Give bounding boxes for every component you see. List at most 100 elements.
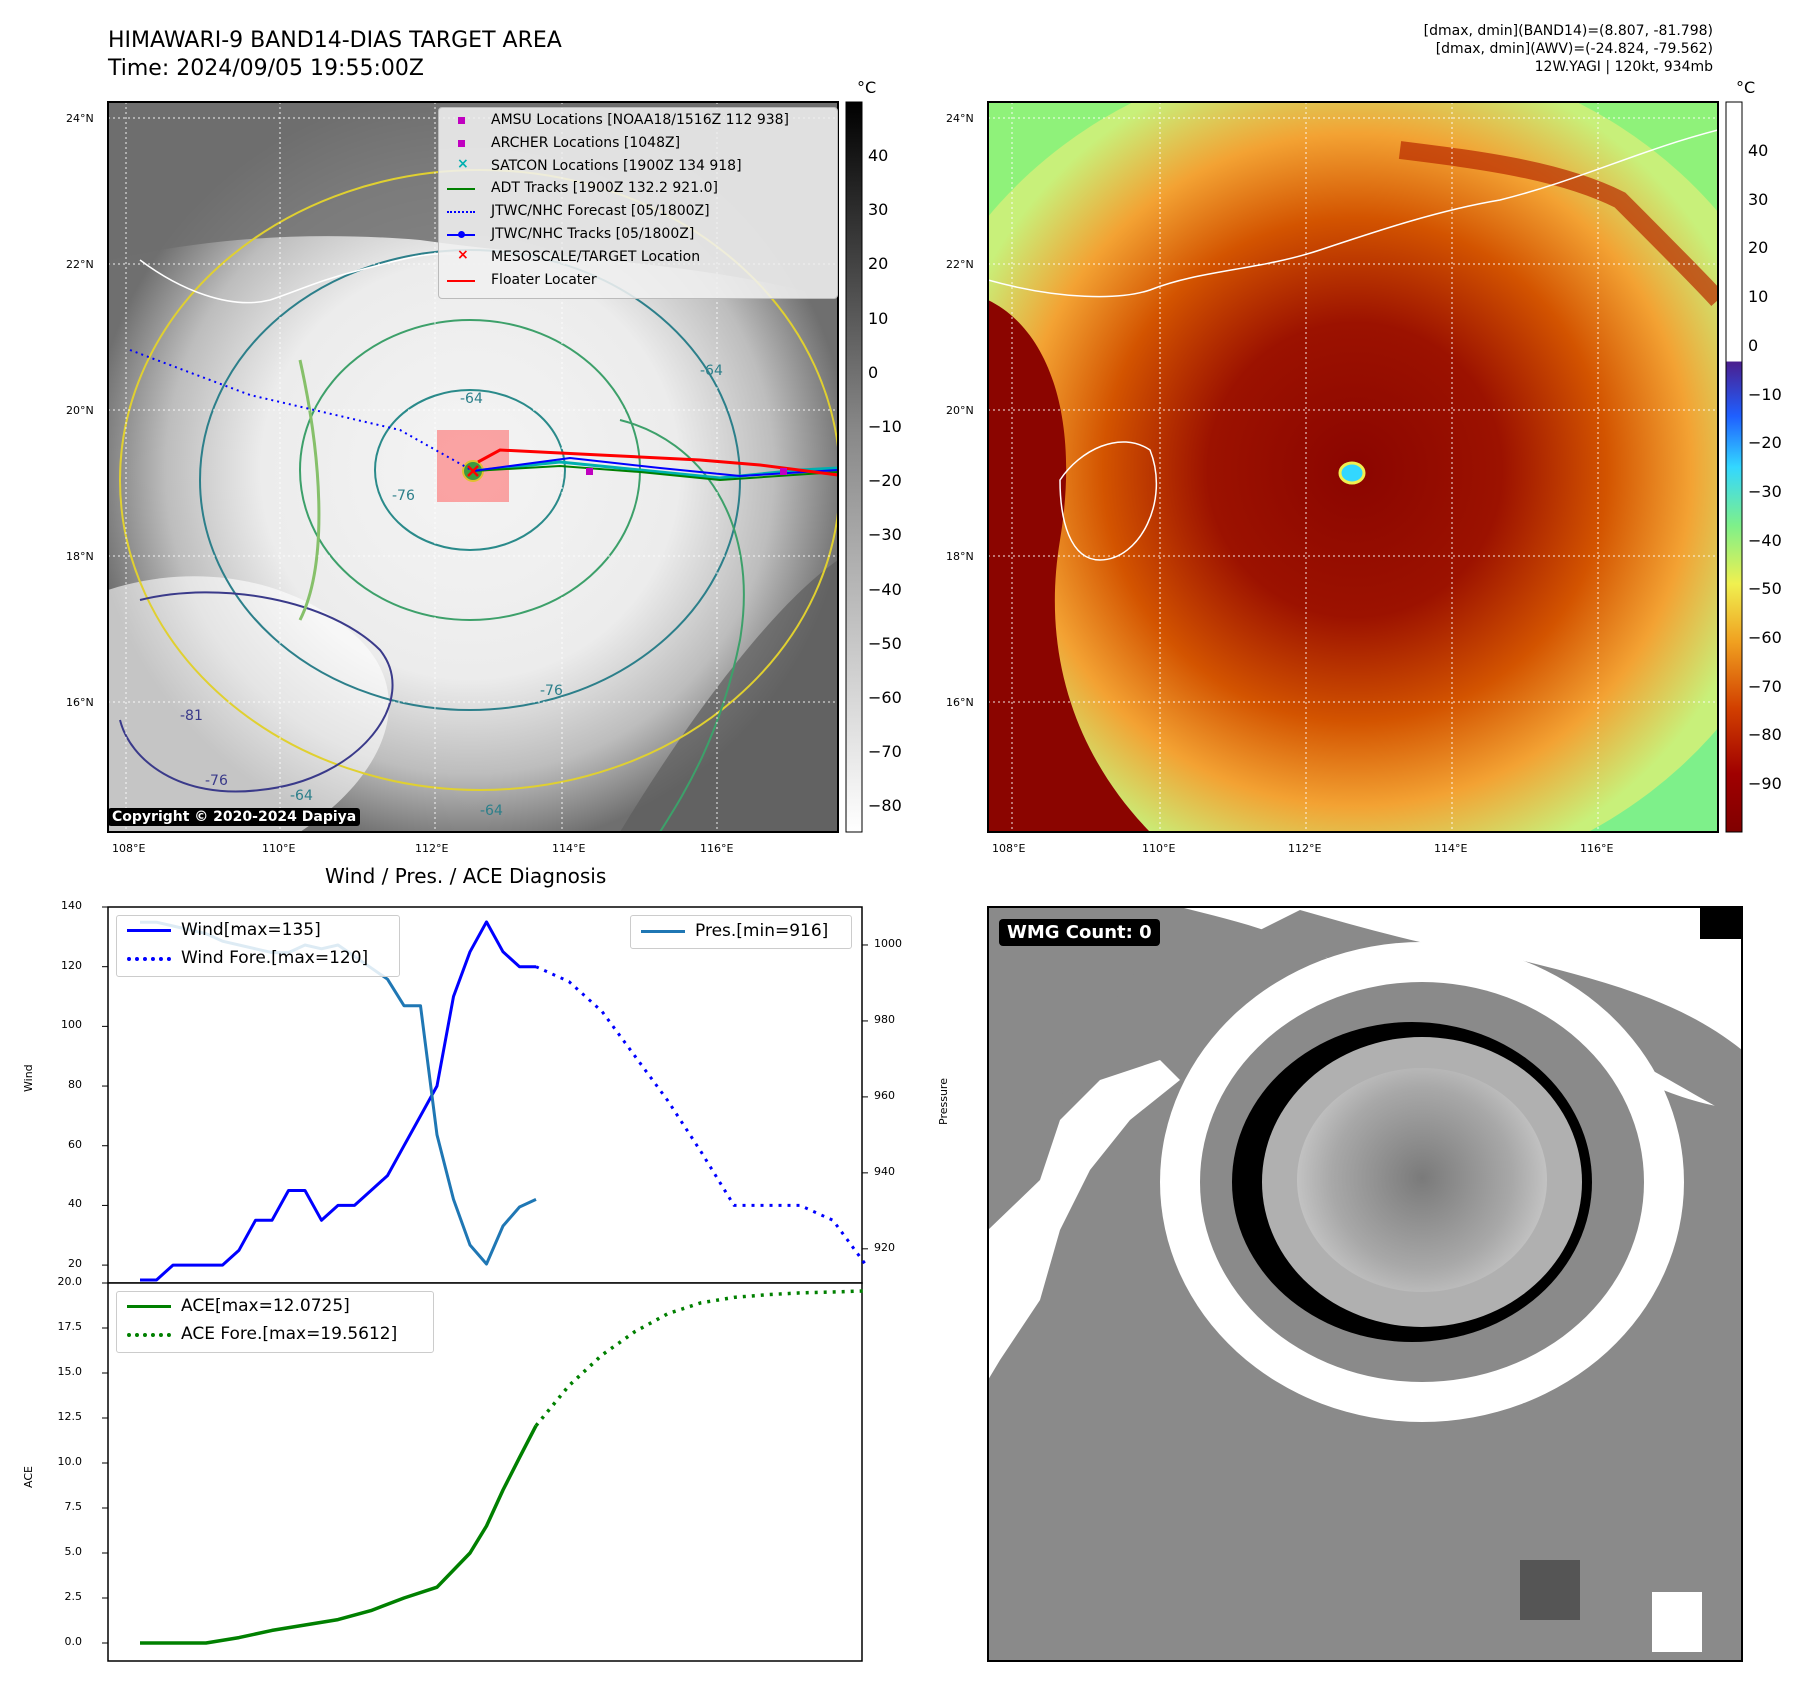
wmg-pixel-patch [1520, 1560, 1580, 1620]
awv-colorbar [1725, 101, 1743, 833]
ir-colorbar-tick-label: −80 [868, 796, 902, 816]
legend-label: JTWC/NHC Forecast [05/1800Z] [491, 203, 710, 220]
lon-label-110e: 110°E [1142, 842, 1176, 855]
ir-colorbar-tick-label: −60 [868, 688, 902, 707]
figure-title: HIMAWARI-9 BAND14-DIAS TARGET AREA [108, 28, 562, 53]
legend-label: ACE[max=12.0725] [181, 1296, 350, 1316]
pressure-axis-label: Pressure [937, 1078, 950, 1125]
lon-label-112e: 112°E [415, 842, 449, 855]
lon-label-108e: 108°E [992, 842, 1026, 855]
ir-colorbar-tick-label: 0 [868, 362, 879, 382]
ace-tick-label: 7.5 [64, 1500, 83, 1513]
ace-ticks [102, 1282, 108, 1644]
legend-entry-jtwc-tracks: JTWC/NHC Tracks [05/1800Z] [439, 224, 837, 247]
wmg-pixel-patch [1700, 907, 1742, 939]
legend-line-marker [127, 929, 171, 932]
pressure-legend: Pres.[min=916] [630, 915, 852, 949]
legend-line-marker [641, 930, 685, 933]
ace-tick-label: 20.0 [57, 1275, 83, 1288]
wmg-count-badge: WMG Count: 0 [999, 919, 1160, 946]
lat-label-22n: 22°N [946, 258, 974, 271]
awv-colorbar-tick-label: −40 [1748, 530, 1782, 550]
lon-label-110e: 110°E [262, 842, 296, 855]
ir-colorbar-tick-label: −10 [868, 417, 902, 436]
contour-label: -76 [392, 488, 415, 504]
awv-colorbar-unit: °C [1736, 78, 1756, 97]
awv-dry-band [1398, 141, 1718, 307]
archer-location-marker [586, 468, 593, 475]
contour-line [298, 359, 321, 621]
diagnosis-title: Wind / Pres. / ACE Diagnosis [325, 864, 607, 888]
legend-label: Pres.[min=916] [695, 921, 829, 941]
wind-tick-label: 120 [61, 958, 82, 972]
coastline [988, 129, 1718, 298]
ace-legend: ACE[max=12.0725] ACE Fore.[max=19.5612] [116, 1291, 434, 1353]
ir-map-frame [107, 101, 839, 833]
figure-time: Time: 2024/09/05 19:55:00Z [108, 56, 424, 81]
legend-entry-mesoscale: × MESOSCALE/TARGET Location [439, 247, 837, 270]
wmg-eye [1297, 1068, 1547, 1292]
ace-tick-label: 10.0 [57, 1455, 83, 1468]
contour-label: -64 [700, 363, 723, 379]
ir-colorbar-tick-label: −70 [868, 742, 902, 762]
ir-colorbar-tick-label: 30 [868, 200, 889, 220]
wmg-frame [987, 906, 1743, 1662]
ir-colorbar-tick-label: −40 [868, 579, 902, 599]
legend-label: SATCON Locations [1900Z 134 918] [491, 157, 742, 174]
lon-label-114e: 114°E [552, 842, 586, 855]
legend-label: ACE Fore.[max=19.5612] [181, 1324, 398, 1344]
legend-entry-archer: ARCHER Locations [1048Z] [439, 133, 837, 156]
jtwc-forecast-track [129, 349, 474, 472]
lon-label-114e: 114°E [1434, 842, 1468, 855]
legend-line-marker [447, 188, 475, 191]
lat-label-24n: 24°N [946, 112, 974, 125]
amsu-location-marker [780, 468, 787, 475]
wind-legend: Wind[max=135] Wind Fore.[max=120] [116, 915, 400, 977]
awv-map-frame [987, 101, 1719, 833]
pressure-tick-label: 960 [874, 1088, 895, 1102]
contour-line [119, 591, 394, 793]
lat-label-18n: 18°N [66, 550, 94, 563]
contour-line [619, 419, 745, 832]
wind-forecast-series-line [535, 965, 868, 1266]
mesoscale-target-location-marker [467, 465, 479, 477]
info-storm-id: 12W.YAGI | 120kt, 934mb [1534, 59, 1713, 75]
wind-series-line [140, 920, 536, 1282]
legend-label: Floater Locater [491, 271, 597, 288]
ir-colorbar-tick-label: −30 [868, 525, 902, 545]
ir-colorbar-tick-label: −20 [868, 471, 902, 491]
legend-dotted-marker [127, 1333, 171, 1337]
wind-tick-label: 80 [68, 1078, 82, 1092]
awv-eye [1338, 461, 1366, 485]
ir-warm-region [620, 560, 838, 832]
awv-colorbar-tick-label: −30 [1748, 481, 1782, 501]
legend-dotted-marker [447, 211, 475, 214]
ace-tick-label: 17.5 [57, 1320, 83, 1333]
ir-colorbar-tick-label: 10 [868, 308, 889, 328]
ace-axis-label: ACE [22, 1466, 35, 1488]
legend-line-marker [127, 1305, 171, 1308]
awv-dry-region [988, 300, 1150, 832]
lat-label-18n: 18°N [946, 550, 974, 563]
legend-entry-jtwc-forecast: JTWC/NHC Forecast [05/1800Z] [439, 201, 837, 224]
legend-square-marker [458, 117, 465, 124]
legend-dotted-marker [127, 957, 171, 961]
awv-colorbar-tick-label: 0 [1748, 335, 1759, 355]
lon-label-108e: 108°E [112, 842, 146, 855]
pressure-tick-label: 980 [874, 1012, 895, 1026]
adt-track [472, 464, 838, 482]
ace-tick-label: 0.0 [64, 1635, 83, 1648]
pressure-tick-label: 920 [874, 1240, 895, 1254]
lat-label-24n: 24°N [66, 112, 94, 125]
wind-axis-label: Wind [22, 1064, 35, 1092]
lat-label-22n: 22°N [66, 258, 94, 271]
wind-tick-label: 100 [61, 1018, 82, 1032]
legend-label: JTWC/NHC Tracks [05/1800Z] [491, 225, 695, 242]
ace-tick-label: 12.5 [57, 1410, 83, 1423]
wind-tick-label: 20 [68, 1257, 82, 1271]
info-awv-range: [dmax, dmin](AWV)=(-24.824, -79.562) [1435, 41, 1713, 57]
lat-label-16n: 16°N [66, 696, 94, 709]
wind-pressure-ticks [102, 906, 868, 1266]
awv-colorbar-tick-label: −90 [1748, 774, 1782, 794]
